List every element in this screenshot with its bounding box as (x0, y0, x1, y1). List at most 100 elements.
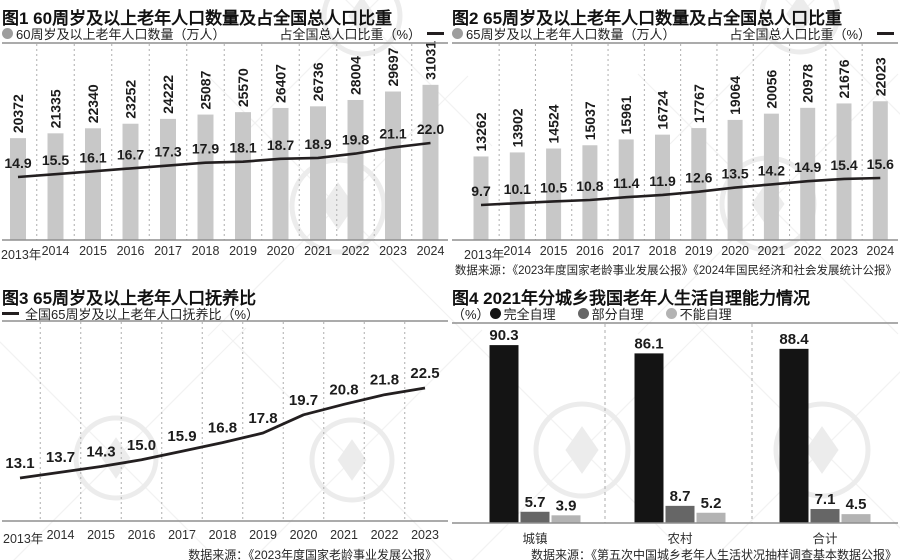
line-value-label: 13.5 (721, 166, 748, 182)
line-value-label: 21.8 (370, 372, 399, 389)
bar-value-label: 22023 (872, 57, 888, 96)
x-axis-label: 2023 (379, 244, 407, 258)
line-series-label: 全国65周岁及以上老年人口抚养比（%） (25, 307, 260, 322)
bar-value-label: 20056 (763, 70, 779, 109)
fig2-plot: 13262 13902 14524 15037 15961 16724 17767 19064… (452, 42, 898, 241)
bar (272, 107, 289, 240)
line-value-label: 17.9 (192, 141, 219, 157)
fig2-title: 图2 65周岁及以上老年人口数量及占全国总人口比重 (452, 9, 843, 28)
partial-care-label: 部分自理 (591, 307, 644, 322)
bar-value-label: 3.9 (556, 497, 577, 514)
fig1-bar-legend: 60周岁及以上老年人口数量（万人） (2, 24, 225, 43)
x-axis-label: 2018 (648, 244, 677, 258)
watermark-diamond-icon (101, 437, 131, 479)
bar-完全自理 (489, 345, 519, 523)
bar-series-label: 65周岁及以上老年人口数量（万人） (466, 27, 676, 42)
line-value-label: 22.0 (417, 121, 444, 137)
fig3-plot: 13.1 13.7 14.3 15.0 15.9 16.8 17.8 19.7 20.8 21.8… (2, 320, 448, 522)
watermark-circle-icon (321, 0, 403, 57)
x-axis-label: 2014 (41, 244, 70, 258)
line-series-dash-icon (877, 31, 894, 36)
bar-value-label: 13902 (509, 108, 525, 147)
bar (160, 118, 176, 240)
fig4-legend: （%） 完全自理 部分自理 不能自理 (452, 304, 894, 323)
line-value-label: 10.1 (504, 181, 531, 197)
bar (85, 128, 101, 240)
fig2-line-legend: 占全国总人口比重（%） (729, 24, 894, 43)
line-value-label: 17.8 (248, 410, 277, 427)
bar (546, 148, 562, 240)
trend-line (17, 141, 431, 179)
unable-care-label: 不能自理 (679, 307, 732, 322)
x-axis-label: 2022 (341, 244, 370, 258)
x-axis-label: 2019 (684, 244, 713, 258)
panel-fig1: 图1 60周岁及以上老年人口数量及占全国总人口比重 60周岁及以上老年人口数量（… (0, 0, 450, 280)
fig4-legend-unable-care: 不能自理 (665, 304, 732, 323)
fig1-legend: 60周岁及以上老年人口数量（万人） 占全国总人口比重（%） (2, 24, 444, 43)
x-axis-label: 2015 (539, 244, 568, 258)
x-axis-label: 2018 (208, 528, 237, 542)
line-series-label: 占全国总人口比重（%） (729, 27, 871, 42)
bar (10, 138, 26, 240)
x-axis-label: 2013年 (464, 248, 505, 262)
bar-不能自理 (841, 514, 871, 523)
x-axis-label: 2015 (79, 244, 107, 258)
bar (872, 101, 888, 240)
bar-不能自理 (551, 515, 581, 523)
bar (422, 84, 439, 240)
line-value-label: 16.8 (208, 420, 237, 437)
fig2-x-axis: 2013年 2014 2015 2016 2017 2018 2019 2020 2021 202… (452, 244, 898, 262)
bar-value-label: 15037 (582, 101, 598, 140)
full-care-label: 完全自理 (503, 307, 556, 322)
line-value-label: 15.4 (830, 157, 857, 173)
watermark-circle-icon (759, 0, 841, 55)
x-axis-label: 2021 (330, 528, 358, 542)
fig2-source-note: 数据来源：《2023年度国家老龄事业发展公报》《2024年国民经济和社会发展统计… (454, 265, 897, 277)
bar-value-label: 26736 (310, 62, 326, 101)
watermark-circle-icon (289, 157, 387, 255)
fig1-plot: 20372 21335 22340 23252 24222 25087 25570 26407… (2, 41, 448, 241)
line-value-label: 9.7 (471, 183, 491, 199)
bar-value-label: 23252 (123, 80, 139, 119)
x-axis-label: 2022 (370, 528, 399, 542)
bar (727, 119, 743, 240)
bar-value-label: 26407 (273, 64, 289, 103)
bar (385, 91, 401, 240)
line-series-dash-icon (2, 311, 19, 316)
line-value-label: 11.4 (613, 175, 640, 191)
bar-series-label: 60周岁及以上老年人口数量（万人） (16, 27, 226, 42)
bar (618, 139, 634, 240)
bar (47, 133, 64, 240)
bar (800, 107, 816, 241)
bar-value-label: 20978 (800, 64, 816, 103)
bar (836, 103, 852, 241)
watermark-circle-icon (773, 401, 871, 499)
bar (763, 113, 779, 240)
bar (235, 112, 251, 240)
x-axis-label: 合计 (812, 532, 838, 546)
bar-完全自理 (634, 353, 664, 523)
bar-不能自理 (696, 512, 726, 523)
fig3-legend: 全国65周岁及以上老年人口抚养比（%） (2, 306, 444, 322)
fig1-line-legend: 占全国总人口比重（%） (279, 24, 444, 43)
bar-value-label: 25570 (235, 68, 251, 107)
panel-fig3: 图3 65周岁及以上老年人口抚养比 全国65周岁及以上老年人口抚养比（%） 13… (0, 280, 450, 560)
bar-value-label: 21676 (836, 59, 852, 98)
x-axis-label: 2023 (411, 528, 439, 542)
watermark-diamond-icon (348, 0, 376, 36)
x-axis-label: 2017 (168, 528, 196, 542)
x-axis-label: 2018 (191, 244, 220, 258)
line-value-label: 13.7 (46, 449, 75, 466)
bar-value-label: 86.1 (634, 335, 663, 352)
x-axis-label: 城镇 (522, 532, 548, 546)
bar-value-label: 22340 (85, 84, 101, 123)
bar-value-label: 21335 (48, 89, 64, 128)
line-value-label: 20.8 (329, 381, 358, 398)
line-value-label: 10.8 (576, 178, 603, 194)
line-value-label: 11.9 (649, 173, 676, 189)
fig4-unit-label: （%） (452, 307, 490, 322)
bar-value-label: 17767 (691, 84, 707, 123)
x-axis-label: 2017 (154, 244, 182, 258)
watermark-diamond-icon (321, 182, 355, 230)
